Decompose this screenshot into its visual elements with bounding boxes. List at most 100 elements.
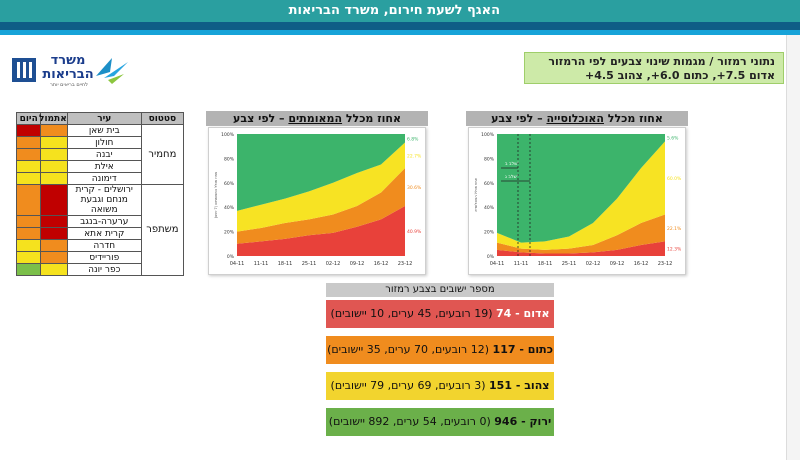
yesterday-color-cell: [40, 215, 68, 228]
y-tick-label: 20%: [484, 230, 495, 236]
summary-green: ירוק - 946 (0 רובעים, 54 ערים, 892 יישוב…: [326, 408, 554, 436]
y-tick-label: 20%: [224, 230, 235, 236]
end-value-label: 22.7%: [407, 153, 422, 159]
chart-left-svg: 100% 80% 60% 40% 20% 0%04-11 11-11 18-11 25-11 02…: [214, 132, 422, 267]
city-cell: אילת: [66, 160, 142, 173]
yesterday-color-cell: [40, 251, 68, 264]
yesterday-color-cell: [40, 172, 68, 185]
info-line-1: נתוני רמזור / מגמות שינוי צבעים לפי הרמז…: [548, 55, 775, 68]
area-series-0: [497, 241, 665, 256]
today-color-cell: [15, 184, 42, 216]
area-series-2: [237, 142, 405, 232]
today-color-cell: [15, 263, 42, 276]
right-edge-scrollbar[interactable]: [786, 35, 800, 460]
y-tick-label: 60%: [484, 181, 495, 187]
x-tick-label: 09-12: [610, 261, 625, 267]
bird-logo-icon: [96, 58, 128, 84]
x-tick-label: 16-12: [374, 261, 389, 267]
col-today: היום: [15, 112, 42, 125]
area-series-1: [497, 214, 665, 254]
chart-left-title: אחוז מכלל המאומתים – לפי צבע: [206, 111, 428, 126]
x-tick-label: 16-12: [634, 261, 649, 267]
logo-name: משרד הבריאות: [42, 53, 94, 82]
city-cell: יבנה: [66, 148, 142, 161]
y-tick-label: 100%: [481, 132, 495, 138]
chart-right-panel: 100% 80% 60% 40% 20% 0% 04-11 11-11 18-11 25-11 02…: [468, 127, 686, 275]
chart-right-svg: 100% 80% 60% 40% 20% 0%04-11 11-11 18-11 25-11 02…: [474, 132, 682, 267]
yesterday-color-cell: [40, 227, 68, 240]
menorah-emblem-icon: [12, 58, 36, 82]
y-tick-label: 80%: [484, 156, 495, 162]
today-color-cell: [15, 239, 42, 252]
table-row: חדרה: [15, 239, 184, 252]
city-cell: כפר יונה: [66, 263, 142, 276]
end-value-label: 40.9%: [407, 229, 422, 235]
x-tick-label: 18-11: [538, 261, 553, 267]
yesterday-color-cell: [40, 124, 68, 137]
area-series-0: [237, 205, 405, 256]
summary-orange: כתום - 117 (12 רובעים, 70 ערים, 35 יישוב…: [326, 336, 554, 364]
today-color-cell: [15, 251, 42, 264]
x-tick-label: 23-12: [398, 261, 413, 267]
end-value-label: 22.1%: [667, 226, 682, 232]
yesterday-color-cell: [40, 160, 68, 173]
city-cell: דימונה: [66, 172, 142, 185]
col-yesterday: אתמול: [39, 112, 68, 125]
city-cell: חדרה: [66, 239, 142, 252]
city-cell: פוריידיס: [66, 251, 142, 264]
header-stripe-dark: [0, 22, 800, 30]
table-row: יבנה: [15, 148, 184, 161]
yesterday-color-cell: [40, 148, 68, 161]
cities-trend-table: סטטוס עיר אתמול היום מחמיר בית שאן חולון יב…: [15, 112, 185, 276]
end-value-label: 5.6%: [667, 136, 679, 142]
summary-yellow: צהוב - 151 (3 רובעים, 69 ערים, 79 יישובי…: [326, 372, 554, 400]
today-color-cell: [15, 136, 42, 149]
x-tick-label: 11-11: [514, 261, 529, 267]
area-series-2: [497, 141, 665, 250]
yesterday-color-cell: [40, 136, 68, 149]
table-row: ערערה-בנגב: [15, 215, 184, 228]
col-status: סטטוס: [140, 112, 185, 125]
x-tick-label: 23-12: [658, 261, 673, 267]
table-row: כפר יונה: [15, 263, 184, 276]
yesterday-color-cell: [40, 239, 68, 252]
x-tick-label: 02-12: [326, 261, 341, 267]
x-tick-label: 04-11: [490, 261, 505, 267]
area-series-1: [237, 168, 405, 244]
cities-table-body: מחמיר בית שאן חולון יבנה אילת דימונה משתפר ירוש…: [15, 124, 185, 276]
y-tick-label: 0%: [227, 254, 235, 260]
logo-tagline: לחיים בריאים יותר: [49, 82, 89, 88]
table-row: פוריידיס: [15, 251, 184, 264]
x-tick-label: 04-11: [230, 261, 245, 267]
x-tick-label: 25-11: [562, 261, 577, 267]
summary-title: מספר ישובים בצבע רמזור: [326, 283, 554, 297]
y-axis-label: אחוז מכלל האוכלוסייה: [474, 177, 478, 211]
city-cell: חולון: [66, 136, 142, 149]
table-row: מחמיר בית שאן: [15, 124, 185, 185]
x-tick-label: 18-11: [278, 261, 293, 267]
y-tick-label: 0%: [487, 254, 495, 260]
y-tick-label: 40%: [224, 205, 235, 211]
info-box: נתוני רמזור / מגמות שינוי צבעים לפי הרמז…: [524, 52, 784, 84]
end-value-label: 60.0%: [667, 176, 682, 182]
phase-label-c: שלב ג': [505, 174, 518, 180]
x-tick-label: 25-11: [302, 261, 317, 267]
area-series-3: [237, 134, 405, 211]
end-value-label: 6.8%: [407, 136, 419, 142]
today-color-cell: [15, 160, 42, 173]
y-tick-label: 40%: [484, 205, 495, 211]
summary-red: אדום - 74 (19 רובעים, 45 ערים, 10 יישובי…: [326, 300, 554, 328]
x-tick-label: 02-12: [586, 261, 601, 267]
city-cell: קרית אתא: [66, 227, 142, 240]
area-series-3: [497, 134, 665, 243]
y-tick-label: 100%: [221, 132, 235, 138]
city-cell: ירושלים - קרית מנחם וגבעת משואה: [66, 184, 142, 216]
status-cell: מחמיר: [140, 124, 185, 185]
page-title: האגף לשעת חירום, משרד הבריאות: [288, 3, 500, 18]
y-tick-label: 80%: [224, 156, 235, 162]
phase-label-b: שלב ב': [505, 161, 519, 167]
y-tick-label: 60%: [224, 181, 235, 187]
today-color-cell: [15, 124, 42, 137]
x-tick-label: 09-12: [350, 261, 365, 267]
header-stripe-light: [0, 30, 800, 35]
